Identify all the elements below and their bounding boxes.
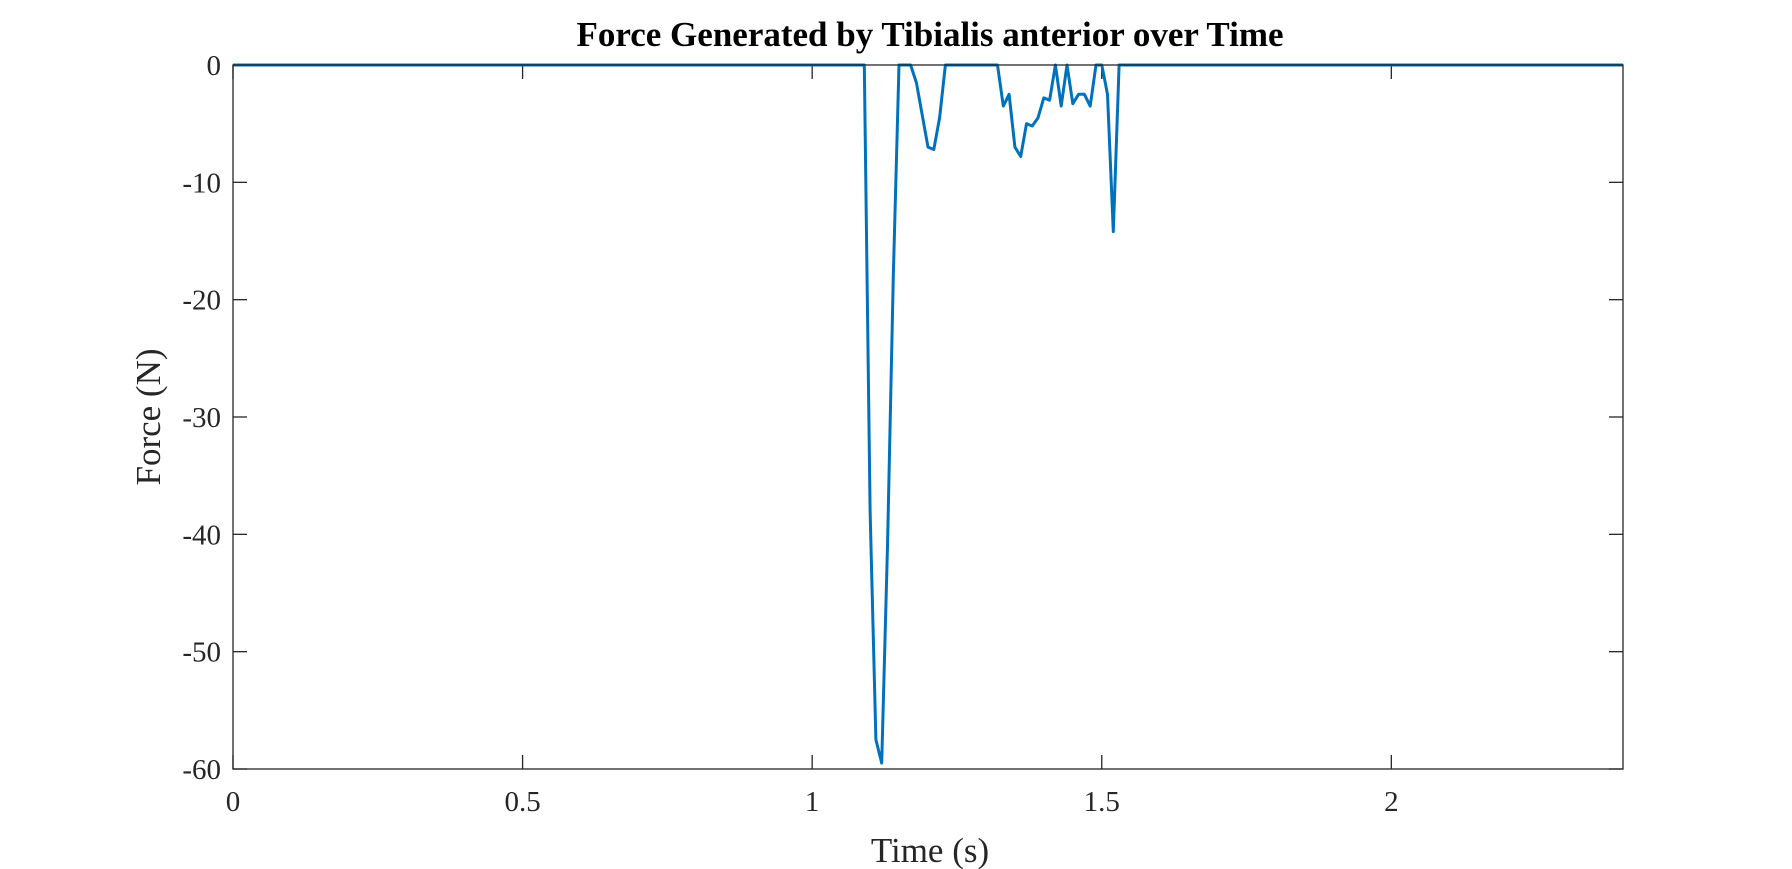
x-tick-label: 0 xyxy=(226,786,241,818)
chart-title: Force Generated by Tibialis anterior ove… xyxy=(576,15,1283,54)
x-tick-label: 0.5 xyxy=(504,786,540,818)
axis-tick-labels: 0 0.5 1 1.5 2 0 -10 -20 -30 -40 -50 -60 xyxy=(182,50,1398,818)
plot-area-border xyxy=(232,64,1624,770)
y-tick-label: -10 xyxy=(182,167,221,199)
x-tick-label: 1.5 xyxy=(1084,786,1120,818)
plot-area-background xyxy=(233,65,1623,769)
x-tick-label: 1 xyxy=(805,786,820,818)
y-tick-label: -40 xyxy=(182,519,221,551)
y-tick-label: -60 xyxy=(182,754,221,786)
x-axis-label: Time (s) xyxy=(871,831,989,869)
y-tick-label: 0 xyxy=(207,50,222,82)
force-series-line xyxy=(233,63,1623,765)
y-axis-label: Force (N) xyxy=(129,348,168,485)
x-tick-label: 2 xyxy=(1384,786,1399,818)
y-tick-label: -50 xyxy=(182,637,221,669)
y-tick-label: -30 xyxy=(182,402,221,434)
y-tick-label: -20 xyxy=(182,285,221,317)
